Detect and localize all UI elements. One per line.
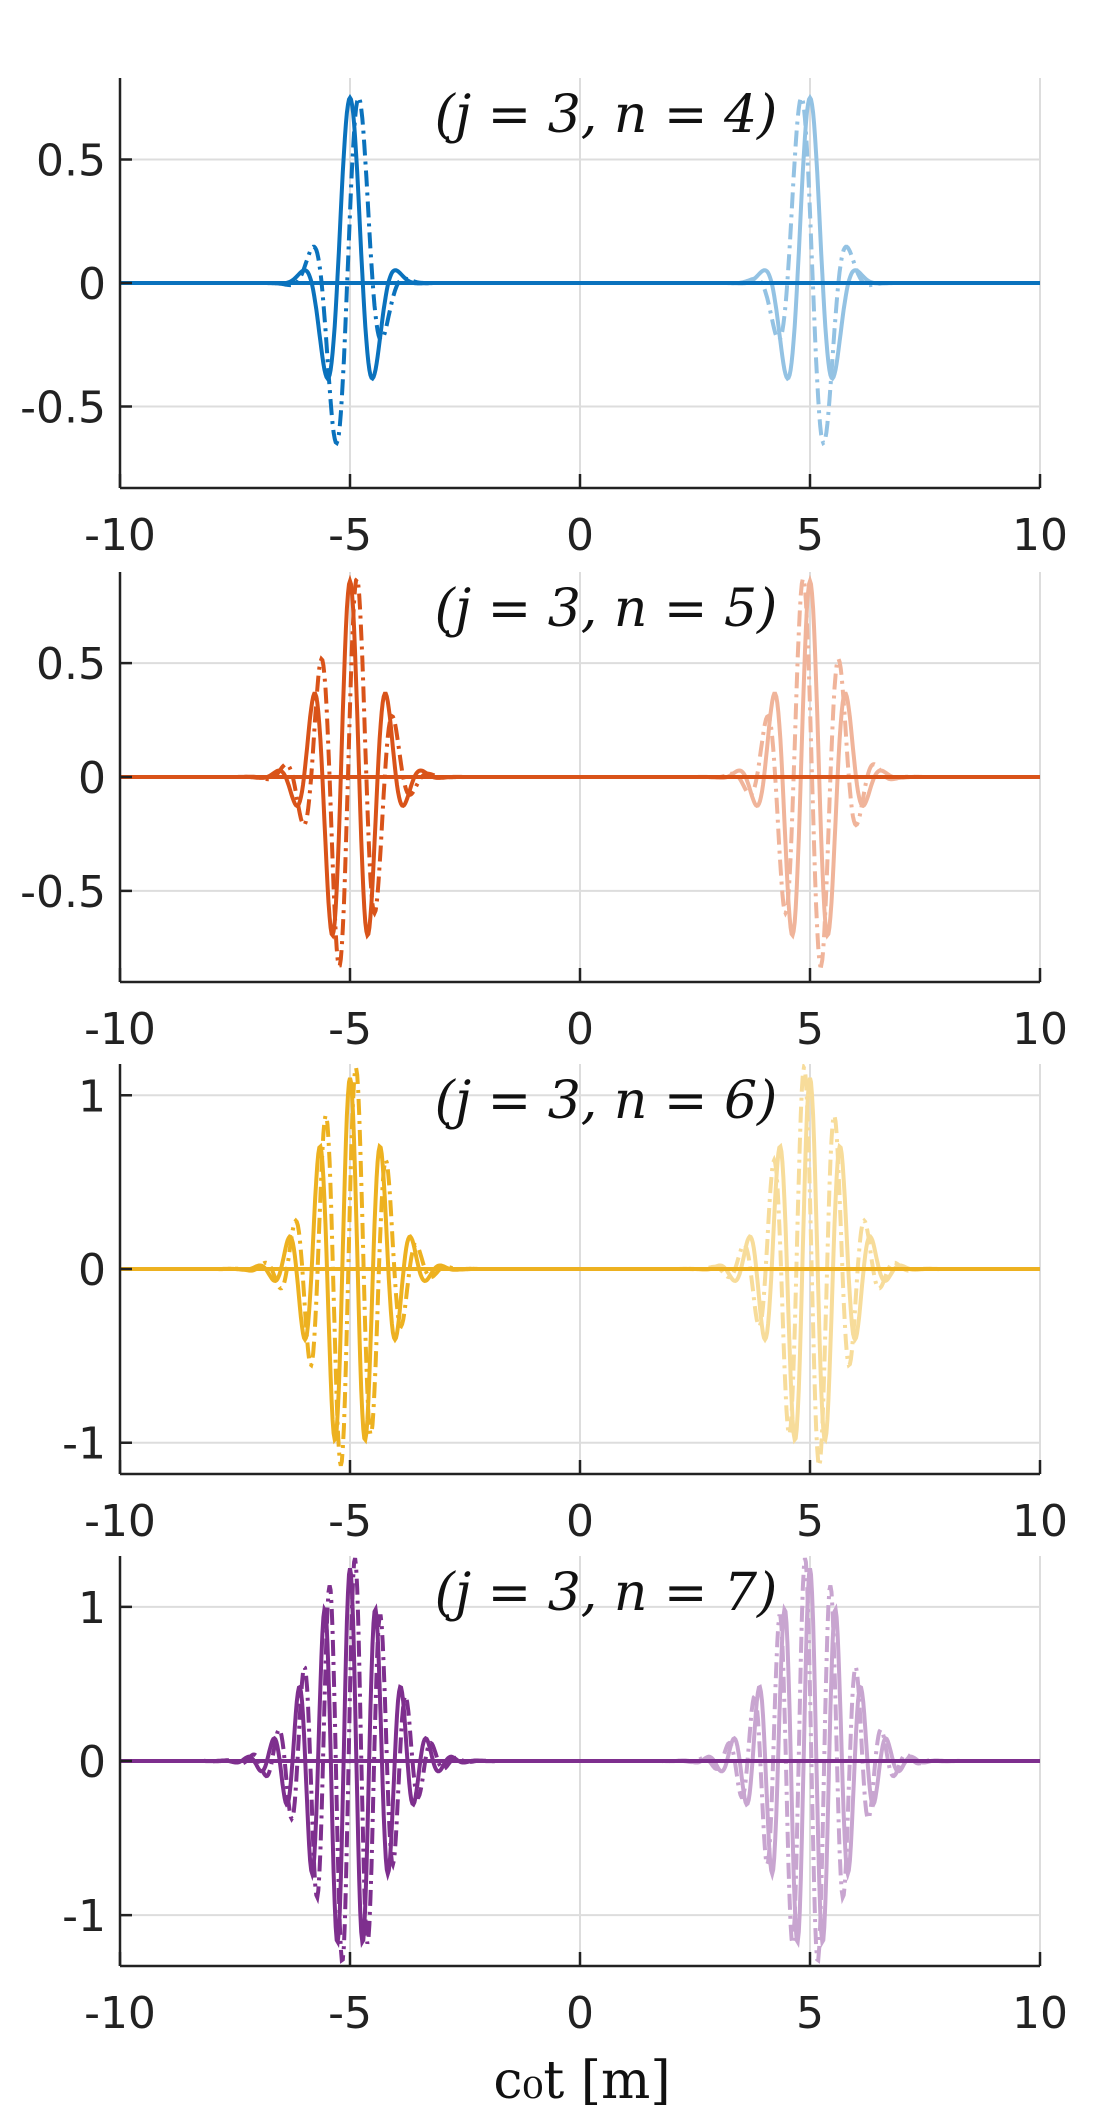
x-tick-label: 5: [796, 1496, 824, 1547]
x-tick-label: 5: [796, 1004, 824, 1055]
y-tick-label: -1: [62, 1419, 106, 1470]
x-tick-label: 10: [1012, 1988, 1068, 2039]
x-tick-label: 10: [1012, 510, 1068, 561]
x-tick-label: 10: [1012, 1004, 1068, 1055]
panel-4: -10 -5 0 5 10-101 (j = 3, n = 7): [62, 1556, 1068, 2039]
y-tick-label: 0: [78, 753, 106, 804]
x-tick-label: -5: [328, 1004, 372, 1055]
x-tick-label: -10: [84, 1496, 156, 1547]
x-tick-label: 5: [796, 1988, 824, 2039]
x-tick-label: -5: [328, 1988, 372, 2039]
panel-2: -10 -5 0 5 10 -0.5 0 0.5 (j = 3, n = 5): [20, 572, 1068, 1055]
x-axis-label: c₀t [m]: [493, 2051, 670, 2111]
panel-title: (j = 3, n = 5): [435, 579, 778, 639]
x-tick-label: 0: [566, 1496, 594, 1547]
y-tick-label: 0.5: [36, 136, 106, 187]
x-tick-label: -10: [84, 1988, 156, 2039]
wavelet-imag-line: [120, 1064, 1040, 1467]
y-tick-label: 1: [78, 1583, 106, 1634]
x-tick-label: -5: [328, 510, 372, 561]
y-tick-label: 0.5: [36, 639, 106, 690]
y-tick-label: 1: [78, 1071, 106, 1122]
y-tick-label: -1: [62, 1891, 106, 1942]
y-tick-label: 0: [78, 1737, 106, 1788]
x-tick-label: 0: [566, 1988, 594, 2039]
x-tick-label: -10: [84, 510, 156, 561]
y-tick-label: 0: [78, 1245, 106, 1296]
panel-title: (j = 3, n = 7): [435, 1563, 778, 1623]
y-tick-label: -0.5: [20, 867, 106, 918]
x-tick-label: 10: [1012, 1496, 1068, 1547]
y-tick-label: 0: [78, 259, 106, 310]
panel-title: (j = 3, n = 4): [435, 85, 778, 145]
panel-1: -10 -5 0 5 10 -0.5 0 0.5 (j = 3, n = 4): [20, 78, 1068, 561]
x-tick-label: 0: [566, 510, 594, 561]
x-tick-label: -5: [328, 1496, 372, 1547]
y-tick-label: -0.5: [20, 382, 106, 433]
x-tick-label: 0: [566, 1004, 594, 1055]
faded-wavelet-imag-line: [120, 1557, 1040, 1964]
x-tick-label: 5: [796, 510, 824, 561]
panel-title: (j = 3, n = 6): [435, 1071, 778, 1131]
x-tick-label: -10: [84, 1004, 156, 1055]
panel-3: -10 -5 0 5 10-101 (j = 3, n = 6): [62, 1064, 1068, 1547]
